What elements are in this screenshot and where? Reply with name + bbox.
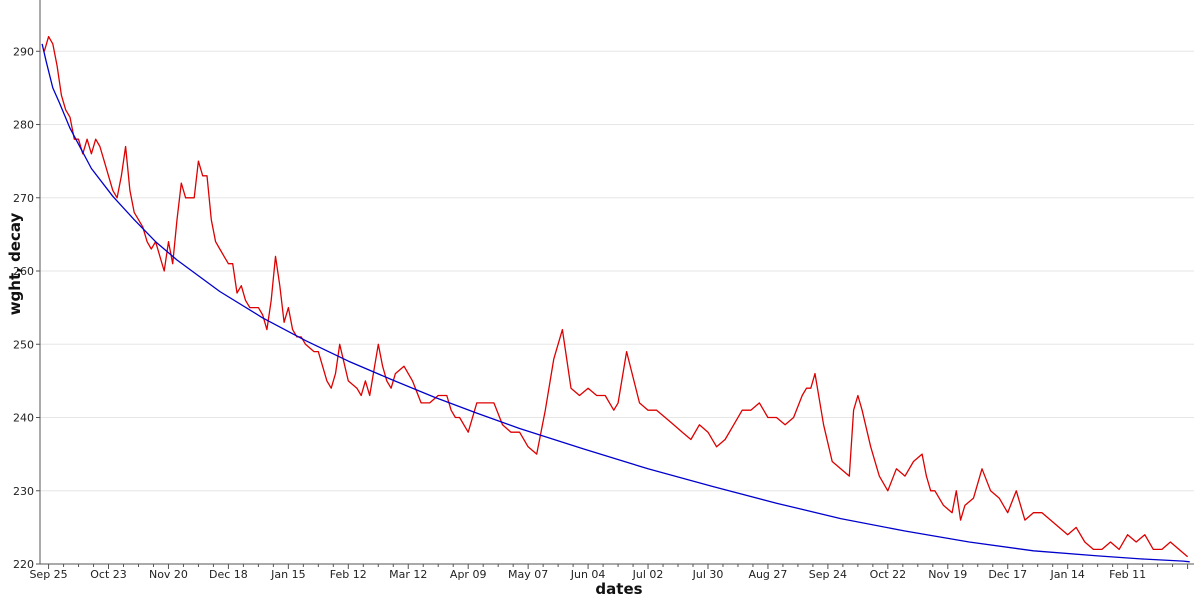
x-tick-label: Mar 12 (389, 568, 427, 581)
x-tick-label: Feb 11 (1109, 568, 1146, 581)
x-tick-label: Dec 18 (209, 568, 248, 581)
series-lines (41, 35, 1190, 563)
x-tick-label: Oct 22 (870, 568, 907, 581)
series-line-1 (43, 35, 1189, 558)
x-tick-label: Aug 27 (748, 568, 787, 581)
x-tick-label: Jan 15 (270, 568, 305, 581)
x-tick-label: Nov 19 (928, 568, 967, 581)
x-tick-label: Jul 30 (692, 568, 724, 581)
y-tick-label: 220 (13, 558, 34, 571)
y-tick-label: 250 (13, 338, 34, 351)
y-tick-label: 240 (13, 412, 34, 425)
x-tick-labels: Sep 25 Oct 23 Nov 20 Dec 18 Jan 15 Feb 12 Mar … (29, 564, 1189, 581)
x-tick-label: Jul 02 (632, 568, 664, 581)
x-tick-label: Feb 12 (330, 568, 367, 581)
y-tick-labels: 220 230 240 250 260 270 280 290 (13, 45, 40, 571)
axes (39, 0, 1194, 565)
x-tick-label: Jan 14 (1049, 568, 1084, 581)
x-tick-label: Nov 20 (149, 568, 188, 581)
x-tick-label: Sep 25 (29, 568, 67, 581)
x-tick-label: Jun 04 (570, 568, 606, 581)
y-tick-label: 230 (13, 485, 34, 498)
x-axis-title: dates (595, 580, 642, 598)
grid-lines (40, 50, 1194, 565)
x-tick-label: Oct 23 (90, 568, 127, 581)
y-tick-label: 290 (13, 45, 34, 58)
y-tick-label: 260 (13, 265, 34, 278)
y-tick-label: 280 (13, 119, 34, 132)
y-axis-title: wght, decay (6, 212, 24, 315)
x-tick-label: May 07 (508, 568, 548, 581)
series-line-2 (41, 43, 1190, 563)
x-tick-label: Apr 09 (450, 568, 487, 581)
x-tick-label: Dec 17 (988, 568, 1027, 581)
y-tick-label: 270 (13, 192, 34, 205)
x-tick-label: Sep 24 (809, 568, 847, 581)
